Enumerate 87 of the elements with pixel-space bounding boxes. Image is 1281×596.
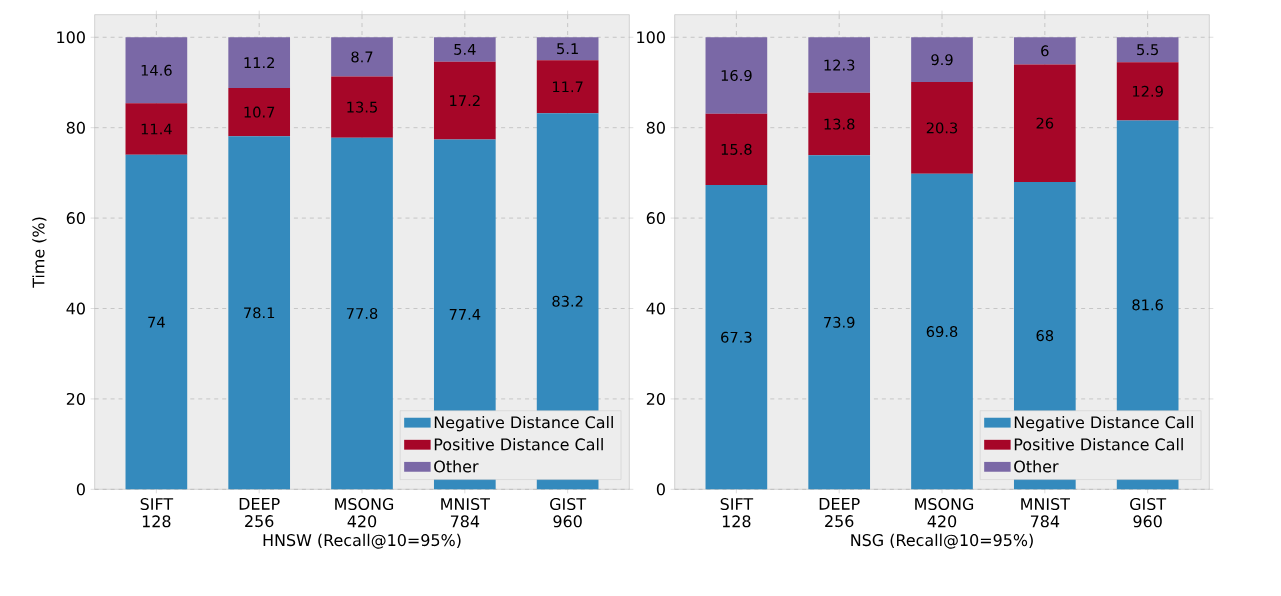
legend-label: Negative Distance Call <box>1014 415 1193 432</box>
data-label: 17.2 <box>450 95 480 106</box>
data-label: 73.9 <box>824 316 855 328</box>
bar <box>433 61 496 140</box>
data-label: 15.8 <box>721 143 752 155</box>
data-label: 10.7 <box>244 106 275 118</box>
bar <box>808 92 871 156</box>
data-label: 77.8 <box>346 307 378 319</box>
data-label: 67.3 <box>721 331 752 343</box>
y-tick-label: 80 <box>646 121 665 134</box>
data-label: 5.4 <box>454 44 476 55</box>
y-tick-label: 60 <box>66 212 85 225</box>
data-label: 69.8 <box>926 326 958 338</box>
bar <box>228 37 291 88</box>
data-label: 6 <box>1041 45 1049 57</box>
bar <box>808 155 871 490</box>
legend-label: Other <box>434 460 479 473</box>
y-tick-label: 0 <box>76 483 85 496</box>
x-tick-label: MSONG 420 <box>335 498 394 528</box>
bar <box>705 113 768 186</box>
bar <box>331 76 393 138</box>
x-axis-title: NSG (Recall@10=95%) <box>851 533 1033 549</box>
bar <box>536 37 599 61</box>
y-tick-label: 40 <box>646 302 665 315</box>
data-label: 8.7 <box>351 51 373 63</box>
x-tick-label: DEEP 256 <box>239 498 280 528</box>
y-tick-label: 100 <box>57 31 85 44</box>
legend-label: Positive Distance Call <box>1014 438 1183 451</box>
data-label: 81.6 <box>1132 299 1163 311</box>
data-label: 68 <box>1036 330 1054 342</box>
data-label: 11.4 <box>141 123 172 135</box>
bar <box>911 173 973 490</box>
data-label: 77.4 <box>449 309 481 320</box>
y-tick-label: 100 <box>637 31 665 44</box>
data-label: 14.6 <box>141 64 172 76</box>
y-tick-label: 20 <box>66 392 85 405</box>
bar <box>125 154 188 490</box>
legend-label: Negative Distance Call <box>434 415 613 432</box>
y-tick-label: 0 <box>656 483 665 496</box>
y-tick-label: 20 <box>646 392 665 405</box>
bar <box>125 103 188 155</box>
legend-label: Other <box>1014 460 1059 473</box>
data-label: 9.9 <box>931 54 953 66</box>
bar <box>808 37 871 93</box>
bar <box>705 185 768 490</box>
bar <box>1116 62 1179 121</box>
bar <box>331 37 393 77</box>
data-label: 5.5 <box>1137 44 1158 56</box>
x-tick-label: SIFT 128 <box>720 498 754 528</box>
data-label: 83.2 <box>552 295 583 307</box>
bar <box>125 37 188 104</box>
data-label: 13.5 <box>347 101 377 113</box>
bar <box>228 87 291 137</box>
x-tick-label: MSONG 420 <box>915 498 974 528</box>
x-axis-title: HNSW (Recall@10=95%) <box>263 533 461 549</box>
bar <box>536 60 599 114</box>
data-label: 16.9 <box>721 69 752 81</box>
legend-label: Positive Distance Call <box>434 438 603 451</box>
data-label: 78.1 <box>244 307 275 319</box>
data-label: 5.1 <box>557 43 578 55</box>
y-tick-label: 80 <box>66 121 85 134</box>
y-axis-title: Time (%) <box>32 217 47 288</box>
bar <box>911 82 973 174</box>
x-tick-label: SIFT 128 <box>140 498 174 528</box>
data-label: 13.8 <box>824 118 855 130</box>
bar <box>228 136 291 490</box>
x-tick-label: MNIST 784 <box>1021 498 1071 528</box>
y-tick-label: 60 <box>646 212 665 225</box>
data-label: 11.2 <box>244 57 274 68</box>
data-label: 12.3 <box>824 59 855 71</box>
bar <box>705 37 768 114</box>
x-tick-label: DEEP 256 <box>819 498 860 528</box>
bar <box>331 137 393 490</box>
x-tick-label: MNIST 784 <box>441 498 490 528</box>
bar <box>911 37 973 83</box>
bar <box>1116 37 1179 63</box>
x-tick-label: GIST 960 <box>1130 498 1167 528</box>
bar <box>1013 64 1076 182</box>
data-label: 11.7 <box>552 81 583 93</box>
data-label: 12.9 <box>1132 85 1163 97</box>
x-tick-label: GIST 960 <box>550 498 587 528</box>
data-label: 26 <box>1036 117 1054 129</box>
y-tick-label: 40 <box>66 302 85 315</box>
data-label: 20.3 <box>926 122 958 134</box>
bar <box>433 37 496 62</box>
data-label: 74 <box>148 316 165 328</box>
bar <box>1013 37 1076 65</box>
